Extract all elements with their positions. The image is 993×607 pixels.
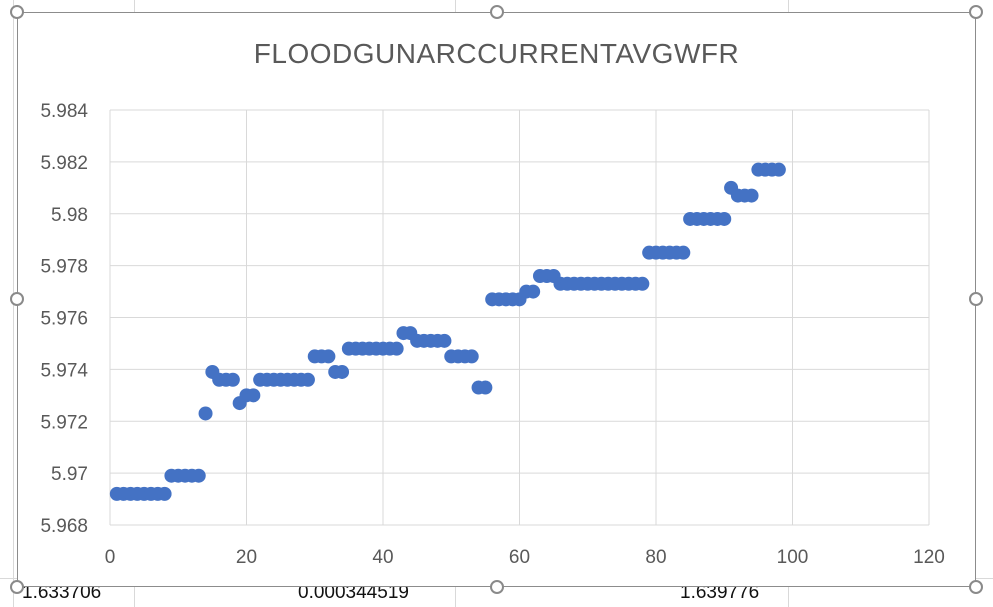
- x-tick-label: 0: [105, 547, 116, 568]
- data-point: [717, 211, 732, 226]
- data-point: [526, 284, 541, 299]
- data-point: [771, 162, 786, 177]
- x-tick-label: 100: [777, 547, 809, 568]
- data-point: [437, 333, 452, 348]
- resize-handle-top-left[interactable]: [10, 5, 24, 19]
- data-point: [321, 349, 336, 364]
- y-tick-label: 5.98: [51, 205, 88, 226]
- data-point: [676, 245, 691, 260]
- data-point: [744, 188, 759, 203]
- resize-handle-right[interactable]: [969, 292, 983, 306]
- y-tick-label: 5.968: [40, 516, 88, 537]
- data-point: [191, 468, 206, 483]
- data-point: [389, 341, 404, 356]
- x-tick-label: 20: [236, 547, 257, 568]
- resize-handle-top-right[interactable]: [969, 5, 983, 19]
- resize-handle-left[interactable]: [10, 292, 24, 306]
- x-tick-label: 120: [913, 547, 945, 568]
- data-point: [335, 364, 350, 379]
- y-tick-label: 5.978: [40, 257, 88, 278]
- resize-handle-bottom-left[interactable]: [10, 580, 24, 594]
- data-point: [198, 406, 213, 421]
- data-point: [300, 372, 315, 387]
- data-point: [464, 349, 479, 364]
- y-tick-label: 5.982: [40, 153, 88, 174]
- chart-title: FLOODGUNARCCURRENTAVGWFR: [253, 38, 740, 69]
- cell-value[interactable]: 1.633706: [22, 582, 102, 603]
- data-point: [225, 372, 240, 387]
- x-tick-label: 80: [645, 547, 666, 568]
- data-point: [635, 276, 650, 291]
- data-point: [246, 388, 261, 403]
- resize-handle-bottom-right[interactable]: [969, 580, 983, 594]
- data-point: [478, 380, 493, 395]
- y-tick-label: 5.976: [40, 309, 88, 330]
- y-tick-label: 5.97: [51, 464, 88, 485]
- y-tick-label: 5.972: [40, 412, 88, 433]
- y-tick-label: 5.984: [40, 101, 88, 122]
- y-tick-label: 5.974: [40, 360, 88, 381]
- cell-value[interactable]: 0.000344519: [298, 582, 409, 603]
- cell-value[interactable]: 1.639776: [680, 582, 760, 603]
- resize-handle-top[interactable]: [490, 5, 504, 19]
- x-tick-label: 40: [372, 547, 393, 568]
- data-point: [157, 486, 172, 501]
- x-tick-label: 60: [509, 547, 530, 568]
- resize-handle-bottom[interactable]: [490, 580, 504, 594]
